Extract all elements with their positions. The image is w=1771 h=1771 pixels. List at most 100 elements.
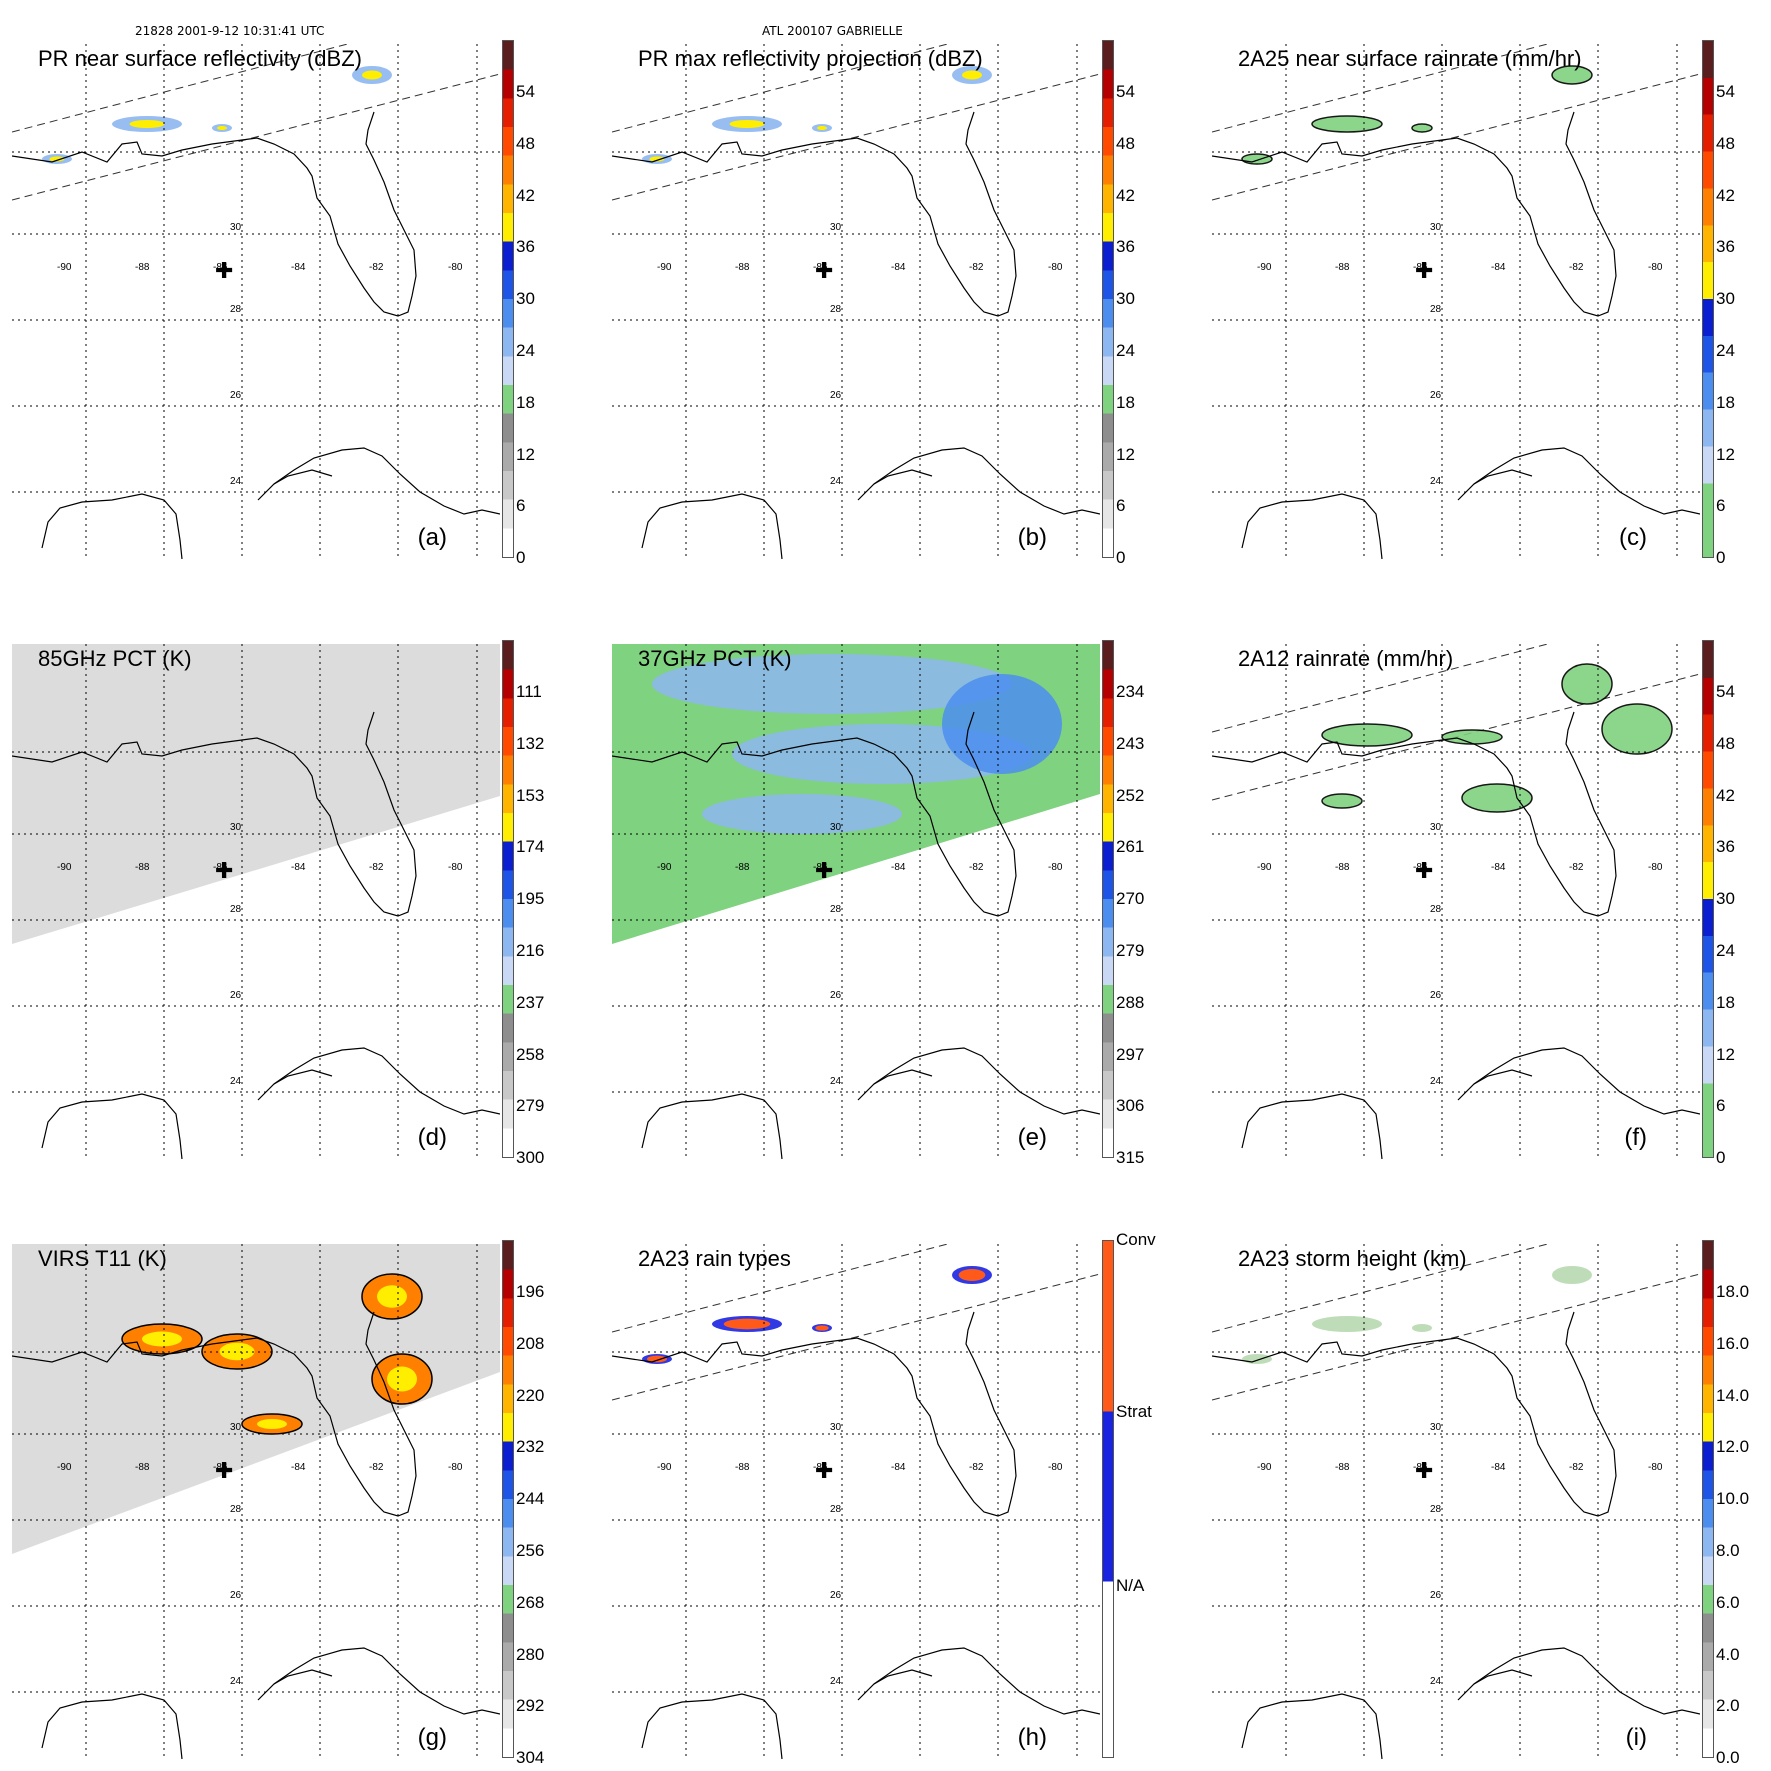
lon-label: -84 [1491,862,1506,873]
storm-id-header: ATL 200107 GABRIELLE [762,24,903,38]
cold-region [702,794,902,834]
panel-label: (e) [1017,1124,1047,1151]
rain-echo [1551,65,1593,85]
colorbar-tick-label: 36 [516,237,535,257]
storm-center-marker: ✚ [1415,859,1433,884]
coastline [1473,1069,1533,1085]
colorbar-tick-label: 54 [1716,82,1735,101]
storm-center-marker: ✚ [1415,259,1433,284]
panel-b: 302826242220-90-88-86-84-82-80✚PR max re… [612,40,1135,567]
swath-edge-south [12,73,500,201]
lat-label: 30 [1430,222,1442,233]
lat-label: 24 [230,1076,242,1087]
coastline [1457,447,1700,515]
map-svg: 302826242220-90-88-86-84-82-80✚ [12,644,500,1159]
colorbar [1102,40,1114,558]
storm-center-marker: ✚ [215,859,233,884]
colorbar-tick-label: 279 [1116,941,1145,960]
panel-d: 302826242220-90-88-86-84-82-80✚85GHz PCT… [12,640,544,1167]
rain-echo [1601,703,1673,755]
colorbar-tick-label: Strat [1116,1402,1152,1421]
lon-label: -86 [1413,1462,1428,1473]
lon-label: -90 [1257,262,1272,273]
colorbar-tick-label: 234 [1116,682,1145,701]
map-svg: 302826242220-90-88-86-84-82-80✚ [12,44,500,559]
lon-label: -82 [969,862,984,873]
colorbar-tick-label: 48 [1716,733,1735,753]
lon-label: -88 [735,262,750,273]
colorbar-tick-label: 6 [516,496,526,516]
lon-label: -82 [1569,862,1584,873]
colorbar-tick-label: 6 [1716,496,1726,516]
coastline [1212,1311,1617,1517]
lon-label: -80 [1648,862,1663,873]
lat-label: 26 [1430,1590,1442,1601]
lon-label: -90 [657,1462,672,1473]
lon-label: -88 [1335,262,1350,273]
colorbar-tick-label: 288 [1116,992,1145,1012]
strong-echo [217,126,227,130]
colorbar-tick-label: 280 [516,1644,545,1664]
lon-label: -88 [135,262,150,273]
strong-echo [817,126,827,130]
colorbar-tick-label: 237 [516,992,545,1012]
panel-title: PR max reflectivity projection (dBZ) [638,46,983,71]
colorbar-tick-label: 195 [516,889,545,909]
colorbar [1102,1240,1114,1758]
colorbar-tick-label: 12 [1716,1044,1735,1064]
lon-label: -88 [1335,862,1350,873]
colorbar-tick-label: 268 [516,1592,545,1612]
colorbar-tick-label: 54 [1716,682,1735,701]
coastline [641,1093,783,1159]
lon-label: -90 [57,1462,72,1473]
lon-label: -84 [291,262,306,273]
colorbar-tick-label: 18 [1716,992,1735,1012]
colorbar-tick-label: 36 [1716,237,1735,257]
coastline [12,711,417,917]
panel-label: (g) [417,1724,447,1751]
map-svg: 302826242220-90-88-86-84-82-80✚ [612,1244,1100,1759]
lat-label: 24 [830,1076,842,1087]
panel-title: VIRS T11 (K) [38,1246,167,1271]
colorbar-tick-label: 30 [1716,289,1735,309]
colorbar-tick-label: 315 [1116,1148,1145,1168]
colorbar-tick-label: 2.0 [1716,1696,1740,1716]
cold-cloud-core [142,1331,182,1347]
lon-label: -86 [213,1462,228,1473]
storm-center-marker: ✚ [215,259,233,284]
lat-label: 30 [830,222,842,233]
strong-echo [49,156,65,162]
map-area: 302826242220-90-88-86-84-82-80✚ [12,44,500,559]
colorbar-tick-label: 153 [516,785,545,805]
panel-label: (c) [1619,524,1647,551]
colorbar-tick-label: 12 [1716,444,1735,464]
lat-label: 26 [230,1590,242,1601]
colorbar-tick-label: Conv [1116,1230,1156,1249]
coastline [1212,711,1617,917]
map-svg: 302826242220-90-88-86-84-82-80✚ [1212,44,1700,559]
rain-echo [1461,783,1533,813]
coastline [1241,493,1383,559]
coastline [41,1093,183,1159]
coastline [1473,1669,1533,1685]
orbit-time-header: 21828 2001-9-12 10:31:41 UTC [135,24,325,38]
colorbar-tick-label: 297 [1116,1044,1145,1064]
lat-label: 24 [830,1676,842,1687]
colorbar-tick-label: 0.0 [1716,1748,1740,1768]
panel-title: 85GHz PCT (K) [38,646,192,671]
rain-echo [1411,123,1433,133]
colorbar-tick-label: 306 [1116,1096,1145,1116]
cold-cloud-core [219,1342,255,1361]
lat-label: 26 [1430,990,1442,1001]
colorbar-tick-label: 54 [1116,82,1135,101]
coastline [273,1069,333,1085]
lat-label: 28 [1430,1504,1442,1515]
coastline [612,1311,1017,1517]
colorbar-tick-label: 24 [1716,341,1735,360]
panel-title: PR near surface reflectivity (dBZ) [38,46,362,71]
map-area: 302826242220-90-88-86-84-82-80✚ [612,1244,1100,1759]
convective-echo [723,1318,771,1330]
panel-f: 302826242220-90-88-86-84-82-80✚2A12 rain… [1212,640,1735,1167]
colorbar [502,40,514,558]
coastline [1457,1047,1700,1115]
